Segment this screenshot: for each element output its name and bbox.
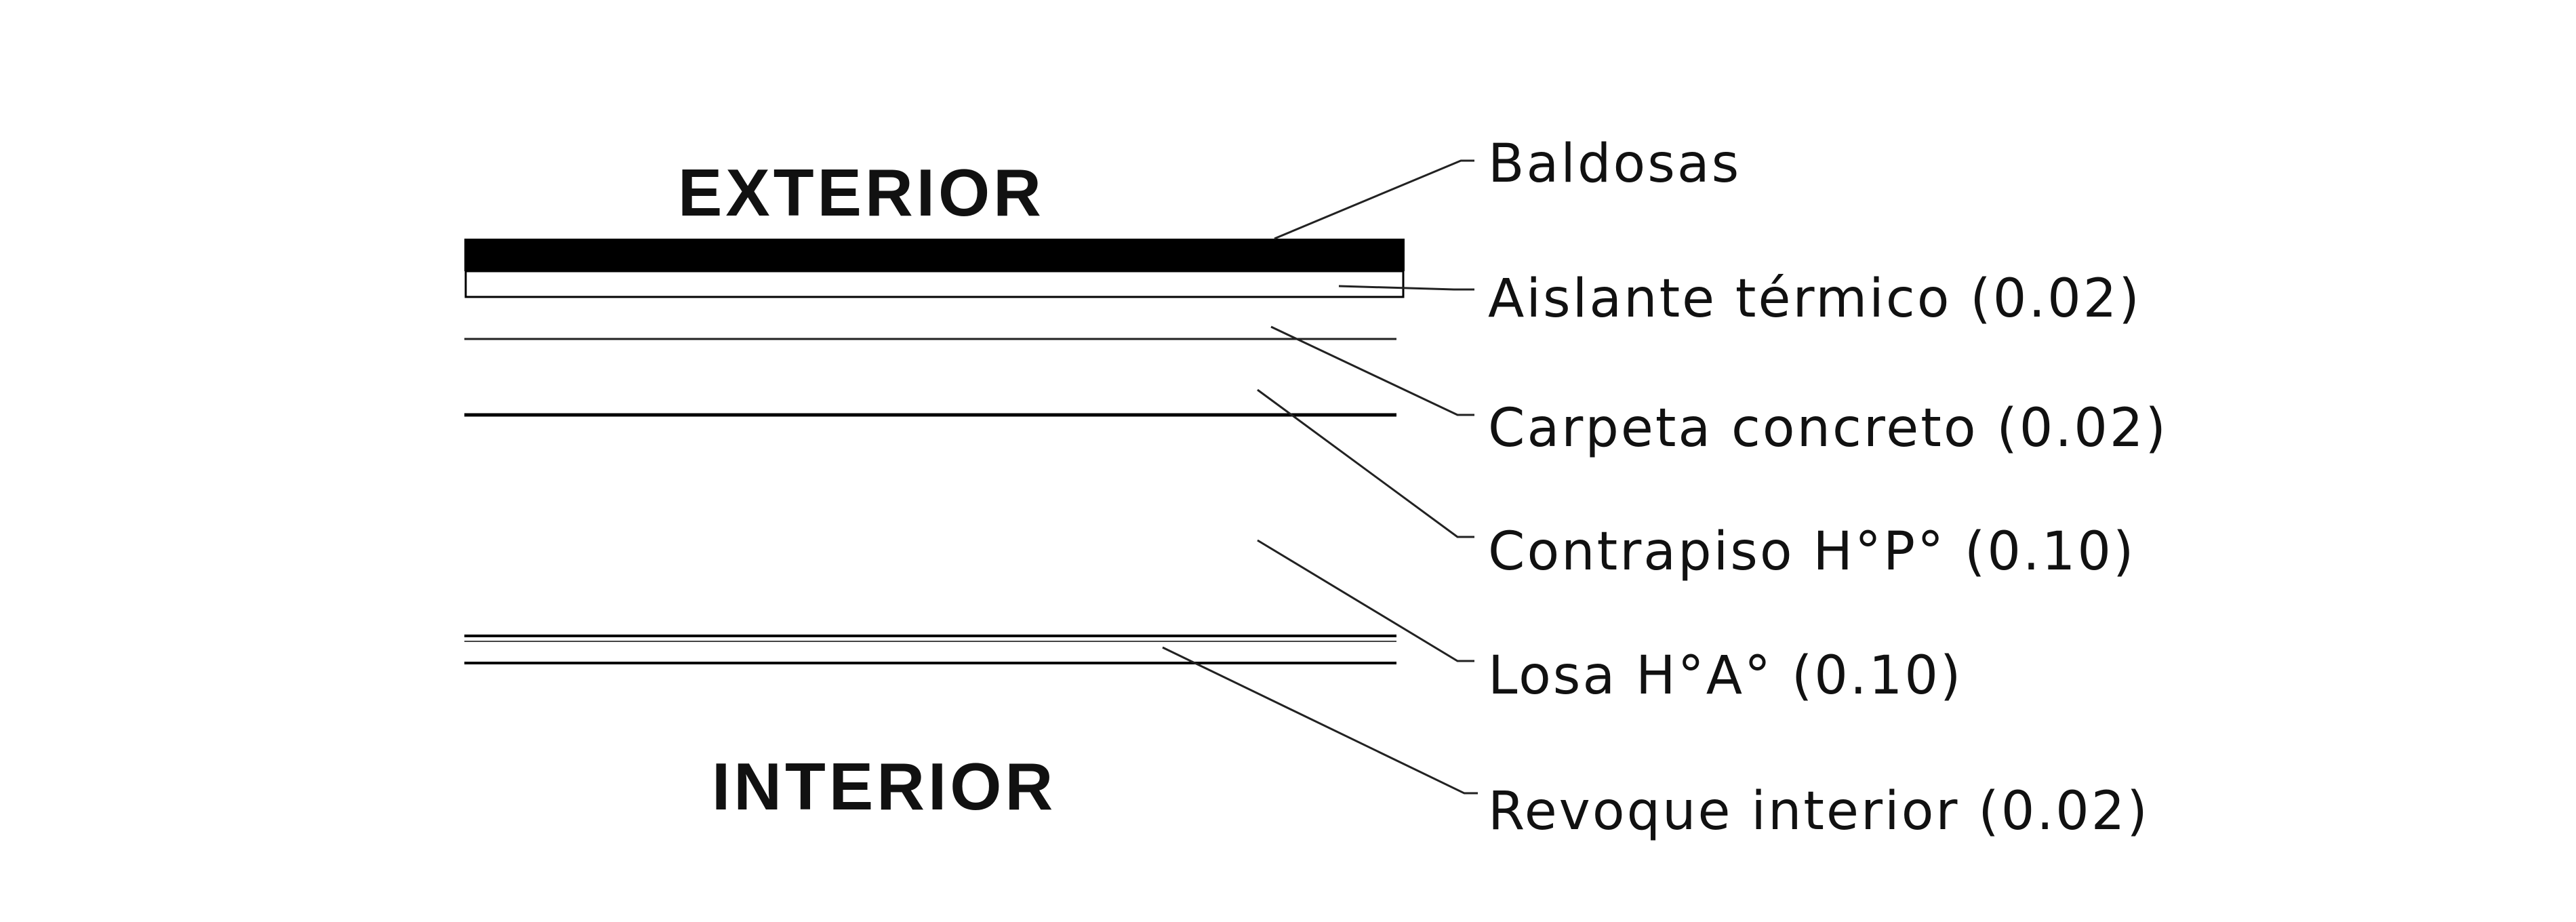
- baldosas-layer: [464, 239, 1405, 271]
- aislante-label: Aislante térmico (0.02): [1488, 268, 2141, 329]
- losa-leader: [1257, 539, 1474, 662]
- contrapiso-leader: [1257, 388, 1474, 538]
- aislante-leader: [1338, 285, 1474, 291]
- interior-label: INTERIOR: [712, 749, 1056, 824]
- revoque-leader: [1162, 646, 1478, 795]
- aislante-layer: [464, 270, 1405, 298]
- section-layers: [464, 239, 1405, 664]
- baldosas-label: Baldosas: [1488, 134, 1741, 195]
- baldosas-leader: [1274, 159, 1474, 240]
- contrapiso-label: Contrapiso H°P° (0.10): [1488, 521, 2135, 582]
- carpeta-leader: [1270, 325, 1474, 416]
- exterior-label: EXTERIOR: [678, 155, 1045, 230]
- carpeta-label: Carpeta concreto (0.02): [1488, 398, 2168, 459]
- revoque-label: Revoque interior (0.02): [1488, 781, 2150, 842]
- leader-lines: [1162, 159, 1478, 795]
- losa-label: Losa H°A° (0.10): [1488, 645, 1963, 706]
